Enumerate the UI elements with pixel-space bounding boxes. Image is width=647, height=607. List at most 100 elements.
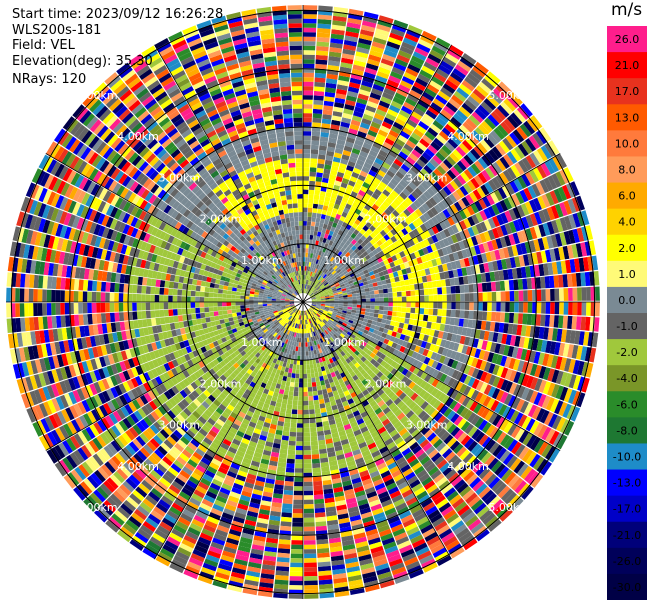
velocity-gate — [412, 338, 419, 345]
velocity-gate — [347, 322, 353, 327]
velocity-gate — [312, 336, 316, 342]
velocity-gate — [360, 362, 367, 369]
velocity-gate — [374, 407, 383, 415]
velocity-gate — [435, 371, 444, 381]
velocity-gate — [401, 76, 415, 86]
velocity-gate — [265, 441, 274, 448]
velocity-gate — [455, 260, 462, 269]
velocity-gate — [334, 300, 339, 302]
velocity-gate — [448, 472, 460, 484]
velocity-gate — [306, 230, 311, 235]
velocity-gate — [378, 289, 384, 294]
velocity-gate — [432, 547, 447, 558]
velocity-gate — [206, 516, 220, 525]
velocity-gate — [512, 232, 520, 245]
velocity-gate — [396, 351, 404, 358]
velocity-gate — [334, 318, 340, 323]
velocity-gate — [450, 389, 459, 400]
velocity-gate — [503, 421, 514, 434]
velocity-gate — [285, 329, 289, 335]
velocity-gate — [290, 336, 294, 342]
velocity-gate — [373, 329, 379, 335]
velocity-gate — [315, 306, 320, 310]
velocity-gate — [230, 524, 243, 533]
velocity-gate — [365, 291, 371, 296]
velocity-gate — [401, 302, 407, 307]
velocity-gate — [316, 41, 330, 47]
velocity-gate — [377, 340, 384, 347]
velocity-gate — [327, 354, 332, 360]
velocity-gate — [319, 291, 324, 295]
velocity-gate — [388, 302, 393, 307]
velocity-gate — [425, 57, 440, 68]
velocity-gate — [423, 308, 429, 315]
velocity-gate — [368, 185, 376, 193]
velocity-gate — [371, 415, 379, 423]
velocity-gate — [510, 148, 522, 162]
velocity-gate — [331, 115, 342, 122]
velocity-gate — [444, 141, 455, 152]
velocity-gate — [301, 337, 303, 343]
velocity-gate — [244, 519, 257, 527]
velocity-gate — [412, 236, 419, 245]
velocity-gate — [545, 192, 555, 206]
velocity-gate — [390, 562, 405, 572]
velocity-gate — [373, 368, 380, 375]
velocity-gate — [350, 421, 358, 428]
velocity-gate — [398, 427, 408, 437]
velocity-gate — [290, 322, 294, 327]
velocity-gate — [531, 473, 544, 488]
velocity-gate — [248, 421, 257, 428]
velocity-gate — [303, 239, 306, 244]
velocity-gate — [303, 279, 306, 285]
velocity-gate — [363, 353, 370, 359]
velocity-gate — [374, 298, 380, 302]
velocity-gate — [368, 346, 375, 352]
velocity-gate — [307, 221, 312, 226]
velocity-gate — [348, 280, 354, 285]
velocity-gate — [312, 359, 317, 365]
velocity-gate — [487, 292, 492, 302]
velocity-gate — [215, 571, 230, 581]
velocity-gate — [241, 532, 254, 540]
velocity-gate — [313, 480, 323, 487]
velocity-gate — [240, 461, 251, 469]
velocity-gate — [391, 494, 404, 503]
velocity-gate — [524, 241, 532, 254]
velocity-gate — [319, 307, 325, 310]
velocity-gate — [319, 316, 324, 320]
velocity-gate — [424, 531, 438, 542]
velocity-gate — [406, 454, 417, 464]
velocity-gate — [372, 392, 380, 400]
velocity-gate — [387, 193, 396, 202]
velocity-gate — [361, 341, 368, 347]
velocity-gate — [303, 418, 310, 424]
velocity-gate — [416, 256, 423, 264]
velocity-gate — [320, 232, 325, 238]
velocity-gate — [311, 445, 319, 451]
velocity-gate — [551, 173, 562, 188]
velocity-gate — [357, 174, 366, 182]
velocity-gate — [492, 216, 501, 227]
velocity-gate — [288, 326, 292, 331]
velocity-gate — [318, 250, 323, 256]
velocity-gate — [572, 360, 581, 375]
velocity-gate — [487, 114, 500, 127]
velocity-gate — [297, 314, 300, 320]
velocity-gate — [384, 478, 395, 487]
velocity-gate — [313, 104, 323, 110]
velocity-gate — [260, 430, 269, 437]
velocity-gate — [287, 399, 293, 405]
velocity-gate — [511, 477, 524, 491]
velocity-gate — [499, 199, 509, 212]
velocity-gate — [387, 554, 402, 563]
velocity-gate — [317, 561, 331, 567]
velocity-gate — [326, 286, 331, 290]
velocity-gate — [303, 14, 317, 19]
velocity-gate — [376, 364, 384, 371]
velocity-gate — [332, 111, 343, 117]
velocity-gate — [337, 513, 349, 520]
velocity-gate — [419, 69, 433, 80]
velocity-gate — [518, 255, 525, 267]
velocity-gate — [387, 287, 393, 293]
